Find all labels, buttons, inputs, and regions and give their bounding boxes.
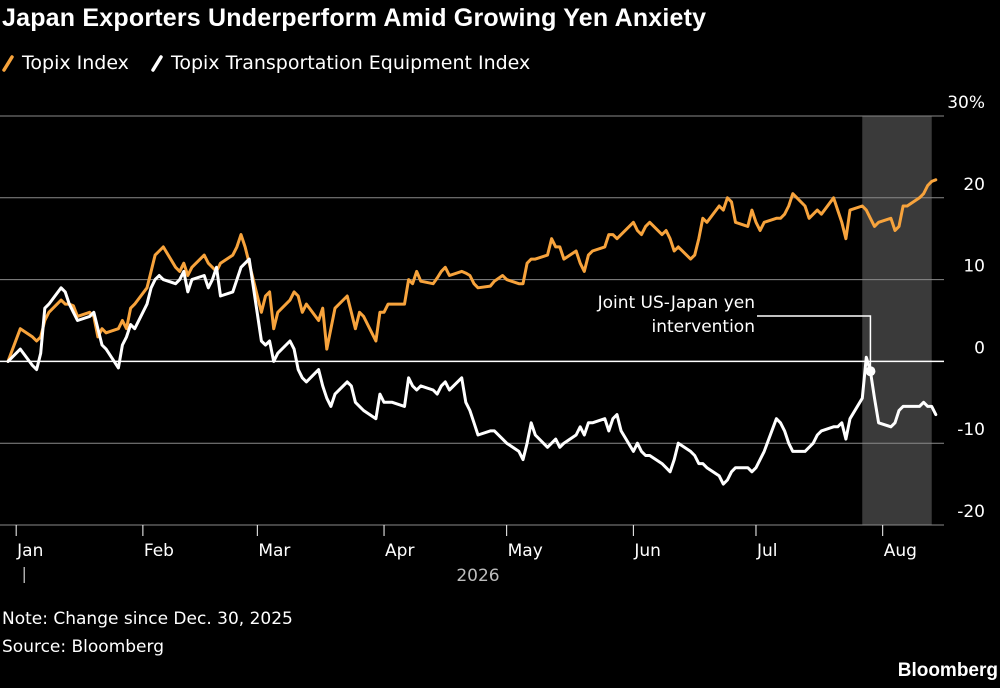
y-tick-label-5: -20: [957, 502, 985, 522]
legend-swatch-topix: [2, 53, 14, 73]
y-tick-label-3: 0: [974, 338, 985, 358]
transport-line: [6, 257, 938, 486]
legend-label-topix: Topix Index: [22, 52, 129, 74]
annotation-marker: [865, 366, 876, 377]
y-tick-label-0: 30%: [947, 93, 985, 113]
year-label: 2026: [456, 566, 499, 586]
bloomberg-logo: Bloomberg: [897, 660, 998, 681]
annotation-leader: [757, 315, 872, 372]
legend: Topix Index Topix Transportation Equipme…: [2, 52, 530, 74]
x-tick-label-0: Jan: [16, 541, 43, 561]
shaded-region: [862, 116, 932, 525]
x-tick-label-7: Aug: [884, 541, 917, 561]
legend-item-transport: Topix Transportation Equipment Index: [151, 52, 530, 74]
line-chart: 30% 20 10 0 -10 -20 Jan Feb Mar Apr May Jun Jul Aug 20…: [0, 93, 985, 586]
x-tick-label-5: Jun: [633, 541, 661, 561]
y-tick-label-4: -10: [957, 420, 985, 440]
annotation-text-1: intervention: [652, 317, 755, 337]
source: Source: Bloomberg: [2, 637, 164, 657]
y-tick-label-1: 20: [963, 175, 985, 195]
legend-item-topix: Topix Index: [2, 52, 129, 74]
chart-title: Japan Exporters Underperform Amid Growin…: [2, 4, 707, 32]
legend-swatch-transport: [151, 53, 163, 73]
topix-line: [6, 178, 938, 363]
legend-label-transport: Topix Transportation Equipment Index: [170, 52, 531, 74]
x-tick-label-6: Jul: [756, 541, 778, 561]
annotation-text-0: Joint US-Japan yen: [597, 293, 755, 313]
x-tick-label-2: Mar: [258, 541, 290, 561]
x-tick-label-3: Apr: [385, 541, 414, 561]
note: Note: Change since Dec. 30, 2025: [2, 609, 293, 629]
y-tick-label-2: 10: [963, 257, 985, 277]
x-tick-label-1: Feb: [144, 541, 174, 561]
x-tick-label-4: May: [508, 541, 543, 561]
